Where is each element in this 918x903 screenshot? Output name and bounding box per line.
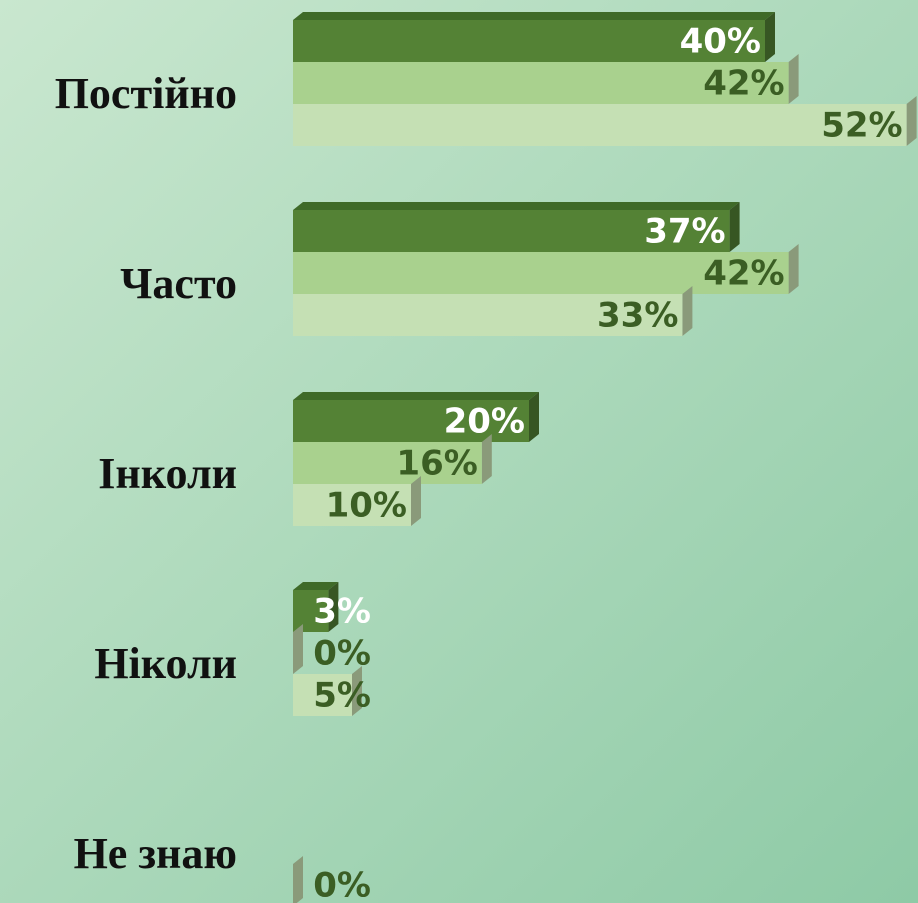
bar-top xyxy=(293,582,339,590)
bar-top xyxy=(293,392,539,400)
category-label: Інколи xyxy=(98,449,237,498)
bar xyxy=(293,590,329,632)
value-label: 42% xyxy=(703,64,784,104)
value-label: 42% xyxy=(703,254,784,294)
value-label: 20% xyxy=(444,402,525,442)
bar-side xyxy=(328,582,339,632)
value-label: 5% xyxy=(313,676,371,716)
bar xyxy=(293,484,411,526)
value-label: 0% xyxy=(313,634,371,674)
value-label: 3% xyxy=(313,592,371,632)
value-label: 16% xyxy=(396,444,477,484)
plot: Постійно40%42%52%Часто37%42%33%Інколи20%… xyxy=(55,12,917,903)
category-label: Часто xyxy=(120,259,237,308)
bar-side xyxy=(481,434,492,484)
bar-side xyxy=(765,12,775,62)
bar-side xyxy=(788,244,799,294)
bar xyxy=(293,442,482,484)
category-label: Не знаю xyxy=(74,829,237,878)
bar-side xyxy=(529,392,539,442)
bar-side xyxy=(906,96,917,146)
bar-top xyxy=(293,12,775,20)
bar xyxy=(293,400,529,442)
category-label: Постійно xyxy=(55,69,237,118)
value-label: 37% xyxy=(644,212,725,252)
value-label: 52% xyxy=(821,106,902,146)
value-label: 0% xyxy=(313,866,371,903)
value-label: 10% xyxy=(326,486,407,526)
bar xyxy=(293,62,789,104)
bar xyxy=(293,674,352,716)
bar xyxy=(293,294,683,336)
bar xyxy=(293,252,789,294)
category-label: Ніколи xyxy=(94,639,237,688)
value-label: 40% xyxy=(680,22,761,62)
value-label: 33% xyxy=(597,296,678,336)
bar-side xyxy=(682,286,693,336)
bar xyxy=(293,20,765,62)
bar-top xyxy=(293,202,740,210)
bar-side xyxy=(293,624,303,674)
bar-side xyxy=(293,856,303,903)
bar xyxy=(293,210,730,252)
bar-side xyxy=(411,476,421,526)
bar-side xyxy=(788,54,799,104)
bar-side xyxy=(729,202,740,252)
bar xyxy=(293,104,907,146)
bar-side xyxy=(352,666,362,716)
